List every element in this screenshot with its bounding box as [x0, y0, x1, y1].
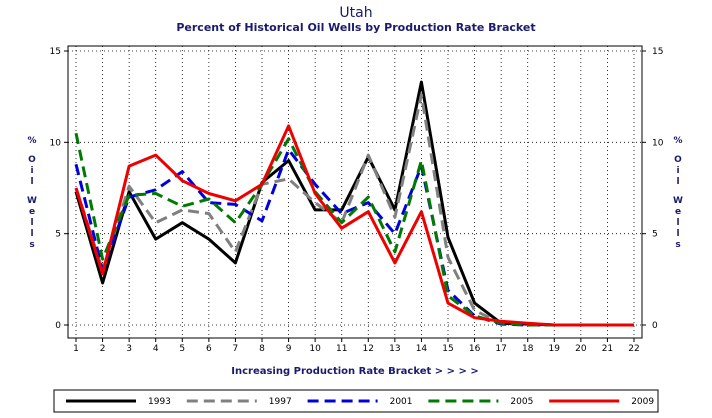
y-axis-label-char: l [30, 218, 33, 228]
legend-box [53, 389, 659, 413]
x-tick-label: 1 [73, 344, 79, 354]
x-axis-label: Increasing Production Rate Bracket > > >… [231, 366, 479, 377]
y-axis-label-char: % [673, 136, 682, 146]
x-tick-label: 19 [549, 344, 561, 354]
y-tick-label-left: 0 [55, 321, 61, 331]
chart-title: Utah [339, 5, 372, 21]
y-axis-label-char: W [27, 196, 37, 206]
y-axis-label-char: e [29, 207, 35, 217]
y-axis-label-char: l [30, 177, 33, 187]
y-tick-label-right: 5 [652, 230, 658, 240]
y-axis-label-char: e [675, 207, 681, 217]
tick-layer: 1 2 3 4 5 6 7 8 9 10 11 12 13 14 15 16 17 18 19 20 21 220 05 51… [50, 47, 664, 354]
x-tick-label: 16 [469, 344, 481, 354]
y-axis-label-char: O [28, 155, 36, 165]
x-tick-label: 18 [522, 344, 534, 354]
y-axis-label-char: O [674, 155, 682, 165]
x-tick-label: 10 [309, 344, 321, 354]
y-tick-label-left: 5 [55, 230, 61, 240]
x-tick-label: 21 [602, 344, 613, 354]
y-tick-label-left: 15 [50, 47, 61, 57]
x-tick-label: 17 [495, 344, 506, 354]
legend-label-2009: 2009 [631, 397, 654, 407]
x-tick-label: 12 [363, 344, 374, 354]
x-tick-label: 22 [628, 344, 639, 354]
legend: 1993 1997 2001 2005 2009 [66, 397, 654, 407]
series-layer [74, 80, 634, 327]
plot-frame [67, 45, 643, 339]
x-tick-label: 4 [153, 344, 159, 354]
chart-subtitle: Percent of Historical Oil Wells by Produ… [176, 21, 535, 34]
y-tick-label-right: 15 [652, 47, 663, 57]
x-tick-label: 15 [442, 344, 453, 354]
y-axis-label-char: i [30, 166, 33, 176]
x-tick-label: 3 [126, 344, 132, 354]
legend-label-2005: 2005 [510, 397, 533, 407]
series-line-2009 [74, 124, 634, 327]
y-tick-label-left: 10 [50, 138, 62, 148]
x-tick-label: 20 [575, 344, 587, 354]
x-tick-label: 6 [206, 344, 212, 354]
x-tick-label: 5 [179, 344, 185, 354]
y-axis-label-char: l [30, 229, 33, 239]
y-axis-label-char: s [675, 240, 680, 250]
series-line-1997 [74, 93, 634, 327]
y-axis-label-char: l [676, 229, 679, 239]
legend-label-2001: 2001 [390, 397, 413, 407]
series-line-1993 [74, 80, 634, 327]
y-axis-label-char: s [29, 240, 34, 250]
y-tick-label-right: 10 [652, 138, 664, 148]
y-tick-label-right: 0 [652, 321, 658, 331]
x-tick-label: 2 [100, 344, 106, 354]
legend-label-1993: 1993 [148, 397, 171, 407]
y-axis-label-char: i [676, 166, 679, 176]
x-tick-label: 9 [286, 344, 292, 354]
x-tick-label: 7 [233, 344, 239, 354]
grid-layer [68, 46, 642, 338]
y-axis-label-char: l [676, 177, 679, 187]
y-axis-label-char: % [27, 136, 36, 146]
x-tick-label: 8 [259, 344, 265, 354]
series-line-2005 [74, 132, 634, 327]
legend-label-1997: 1997 [269, 397, 292, 407]
y-axis-label-char: l [676, 218, 679, 228]
x-tick-label: 11 [336, 344, 347, 354]
x-tick-label: 13 [389, 344, 400, 354]
y-axis-label-char: W [673, 196, 683, 206]
x-tick-label: 14 [416, 344, 428, 354]
